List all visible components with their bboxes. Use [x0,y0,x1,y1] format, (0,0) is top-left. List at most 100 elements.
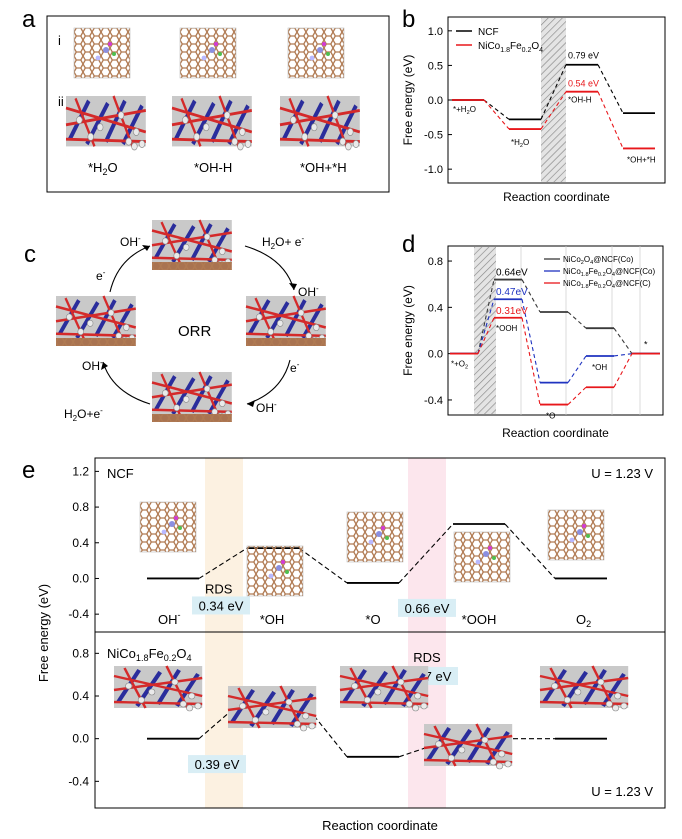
chart-d-state-label: *OOH [496,324,518,333]
chart-d-ytick-label: 0.0 [428,349,443,361]
chart-d-series-2-connector-2 [567,386,587,405]
chart-e-state-label: *OH [260,612,285,627]
chart-d-ytick-label: 0.8 [428,256,443,268]
chart-e-state-label: *OOH [462,612,497,627]
chart-d: 0.8 0.4 0.0 -0.4 Free energy (eV) Reaction co… [401,245,664,440]
chart-e-ncf-connector-2 [398,523,454,584]
chart-b-annotation-ncf: 0.79 eV [568,51,599,61]
chart-d-ylabel: Free energy (eV) [401,285,415,376]
chart-b-nicofe-connector-0 [483,99,510,130]
chart-e-bottom-inset-0 [114,666,202,711]
chart-e-state-label: OH- [158,610,181,627]
state-label-oh-plus-h: *OH+*H [300,160,347,175]
chart-e-state-label: *O [365,612,380,627]
chart-e-top-ytick-label: 0.8 [72,500,89,514]
chart-d-xlabel: Reaction coordinate [502,426,609,440]
chart-e-bottom-inset-1 [228,686,316,731]
cycle-structure-top [152,220,232,270]
chart-d-annotation-0: 0.64eV [496,268,528,279]
chart-d-annotation-1: 0.47eV [496,287,528,298]
chart-d-series-1-connector-0 [477,299,495,354]
panel-a-sheet-3 [287,27,345,79]
cycle-arrow-top-left [109,245,151,293]
chart-b-state-label: *+H2O [453,105,476,116]
chart-d-annotation-2: 0.31eV [496,306,528,317]
panel-a-slab-3 [280,96,360,150]
chart-e-bottom-ytick-label: -0.4 [68,774,89,788]
chart-e-top-energy-1: 0.66 eV [405,601,450,616]
chart-b-ytick-label: 1.0 [428,26,443,38]
chart-e-frame [94,457,666,809]
chart-e-top-inset-4 [547,509,605,561]
cycle-arrow-bottom-right [246,359,291,405]
chart-b-state-label: *H2O [511,138,529,149]
row-label-ii: ii [58,94,64,109]
chart-d-ytick-label: 0.4 [428,302,443,314]
label-e-bottom-right: e- [290,360,300,375]
chart-b-ncf-connector-2 [597,64,624,114]
cycle-structure-left [56,296,136,346]
chart-e-top-ytick-label: 0.0 [72,571,89,585]
chart-e-ncf-connector-3 [504,523,556,579]
row-label-i: i [58,33,61,48]
chart-e-ylabel: Free energy (eV) [36,584,51,682]
chart-d-legend-label-1: NiCo1.8Fe0.2O4@NCF(Co) [563,267,656,278]
orr-cycle: ORR OH- H2O+ e- OH- e- e- OH- H2O+e- OH- [56,220,326,423]
panel-letter-a: a [22,6,36,33]
chart-e-top-name: NCF [107,466,134,481]
chart-b: 1.0 0.5 0.0 -0.5 -1.0 Free energy (eV) Reactio… [401,16,666,204]
label-h2o-bottom-left: H2O+e- [64,406,103,423]
chart-e-top-condition: U = 1.23 V [591,466,653,481]
chart-d-legend-label-2: NiCo1.8Fe0.2O4@NCF(C) [563,279,651,290]
chart-e-top-inset-1 [246,545,304,597]
chart-d-series-0-connector-0 [477,279,495,354]
chart-e-bottom-energy-0: 0.39 eV [195,757,240,772]
chart-e-top-energy-bg-2 [398,598,456,617]
cycle-structure-right [246,296,326,346]
state-label-h2o: *H2O [88,160,118,177]
cycle-arrow-bottom-left [102,361,151,405]
chart-e-bottom-rds-label: RDS [413,650,441,665]
chart-e-top-rds-label: RDS [205,581,233,596]
panel-a-slab-1 [66,96,146,150]
chart-d-series-1-connector-1 [521,299,541,383]
chart-b-ncf-connector-0 [483,99,510,120]
label-h2o-top-right: H2O+ e- [262,234,304,251]
cycle-structure-bottom [152,372,232,422]
label-e-left: e- [96,268,106,283]
panel-letter-c: c [24,241,36,268]
label-oh-right: OH- [298,284,319,299]
chart-b-transition-band [541,18,566,182]
chart-d-series-1-connector-2 [567,355,587,383]
label-oh-left: OH- [82,358,103,373]
panel-a-frame [46,15,390,193]
chart-b-ylabel: Free energy (eV) [401,55,415,146]
chart-b-nicofe-connector-2 [597,91,624,149]
chart-b-ncf-connector-1 [540,64,567,120]
arrowhead-2 [247,400,255,407]
chart-e-rds-band-ncf [205,458,243,808]
arrowhead-3 [101,362,108,370]
chart-e-bottom-energy-bg [188,755,246,774]
label-oh-bottom-right: OH- [256,400,277,415]
chart-e-top-ytick-label: -0.4 [68,607,89,621]
chart-d-series-0-connector-3 [613,327,633,354]
chart-d-ytick-label: -0.4 [424,395,443,407]
panel-letter-e: e [22,457,35,484]
chart-b-nicofe-connector-1 [540,91,567,130]
chart-b-state-label: *OH-H [568,96,592,105]
chart-b-annotation-nicofe: 0.54 eV [568,79,599,89]
chart-d-state-label: *OH [592,363,607,372]
chart-b-state-label: *OH+*H [627,155,656,164]
chart-b-ytick-label: 0.0 [428,95,443,107]
panel-a-sheet-1 [73,27,131,79]
chart-e-xlabel: Reaction coordinate [322,818,438,833]
chart-d-state-label: *O [546,412,555,421]
chart-e: 1.2 0.8 0.4 0.0 -0.4 0.8 0.4 0.0 -0.4 Free energy… [36,457,666,833]
chart-e-bottom-inset-2 [340,666,428,711]
arrowhead-4 [142,245,150,251]
chart-d-series-0-connector-1 [521,279,541,313]
cycle-arrow-top-right [244,245,295,291]
panel-letter-b: b [402,6,415,33]
